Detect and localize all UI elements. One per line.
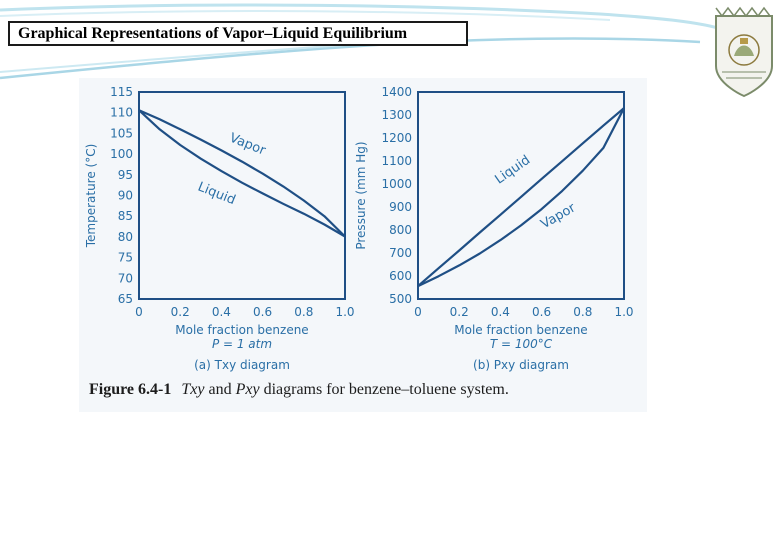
- pxy-x-axis-label: Mole fraction benzene: [454, 323, 587, 337]
- txy-y-tick-label: 110: [110, 106, 133, 120]
- pxy-y-tick-label: 800: [389, 223, 412, 237]
- slide-title: Graphical Representations of Vapor–Liqui…: [8, 21, 468, 46]
- txy-y-axis-label: Temperature (°C): [84, 144, 98, 249]
- txy-liquid-curve: [138, 109, 346, 238]
- txy-x-tick-label: 0.4: [212, 305, 231, 319]
- txy-y-tick-label: 115: [110, 85, 133, 99]
- pxy-y-tick-label: 1300: [381, 108, 412, 122]
- txy-x-tick-label: 1.0: [335, 305, 354, 319]
- pxy-y-tick-label: 500: [389, 292, 412, 306]
- caption-txy: Txy: [181, 381, 205, 398]
- txy-y-tick-label: 105: [110, 126, 133, 140]
- caption-pxy: Pxy: [235, 381, 260, 398]
- txy-x-axis-label: Mole fraction benzene: [175, 323, 308, 337]
- pxy-x-tick-label: 0.2: [450, 305, 469, 319]
- pxy-vapor-curve: [417, 107, 625, 288]
- txy-panel-label: (a) Txy diagram: [194, 358, 290, 372]
- caption-rest: diagrams for benzene–toluene system.: [259, 381, 509, 398]
- pxy-y-tick-label: 900: [389, 200, 412, 214]
- txy-y-tick-label: 80: [118, 230, 133, 244]
- pxy-condition: T = 100°C: [490, 337, 553, 351]
- figure-caption: Figure 6.4-1 Txy and Pxy diagrams for ben…: [89, 381, 509, 399]
- pxy-panel-label: (b) Pxy diagram: [473, 358, 569, 372]
- figure: 65 70 75 80 85 90 95 100 105 110 115 0 0.2 0.4 0.6 0.8 1…: [79, 78, 647, 412]
- txy-vapor-curve: [138, 109, 346, 238]
- pxy-y-tick-label: 1200: [381, 131, 412, 145]
- pxy-x-tick-label: 0.8: [573, 305, 592, 319]
- caption-and: and: [204, 381, 236, 398]
- pxy-y-tick-label: 1000: [381, 177, 412, 191]
- txy-x-tick-label: 0.2: [171, 305, 190, 319]
- pxy-x-tick-label: 1.0: [614, 305, 633, 319]
- txy-x-tick-label: 0.8: [294, 305, 313, 319]
- pxy-y-tick-label: 1100: [381, 154, 412, 168]
- txy-plot-frame: [138, 91, 346, 300]
- pxy-y-tick-label: 700: [389, 246, 412, 260]
- txy-y-tick-label: 70: [118, 271, 133, 285]
- pxy-x-tick-label: 0.6: [532, 305, 551, 319]
- pxy-x-tick-label: 0.4: [491, 305, 510, 319]
- txy-y-tick-label: 85: [118, 209, 133, 223]
- pxy-y-axis-label: Pressure (mm Hg): [354, 141, 368, 249]
- pxy-y-tick-label: 600: [389, 269, 412, 283]
- txy-y-tick-label: 75: [118, 251, 133, 265]
- txy-condition: P = 1 atm: [212, 337, 272, 351]
- txy-y-tick-label: 95: [118, 168, 133, 182]
- txy-y-tick-label: 90: [118, 189, 133, 203]
- figure-charts: 65 70 75 80 85 90 95 100 105 110 115 0 0.2 0.4 0.6 0.8 1…: [84, 85, 634, 372]
- pxy-y-tick-label: 1400: [381, 85, 412, 99]
- university-seal-icon: [715, 6, 773, 98]
- header-decoration: [0, 3, 726, 80]
- txy-y-tick-label: 65: [118, 292, 133, 306]
- pxy-x-tick-label: 0: [414, 305, 422, 319]
- txy-y-tick-label: 100: [110, 147, 133, 161]
- pxy-liquid-curve: [417, 107, 625, 287]
- txy-x-tick-label: 0: [135, 305, 143, 319]
- txy-x-tick-label: 0.6: [253, 305, 272, 319]
- figure-number: Figure 6.4-1: [89, 381, 172, 398]
